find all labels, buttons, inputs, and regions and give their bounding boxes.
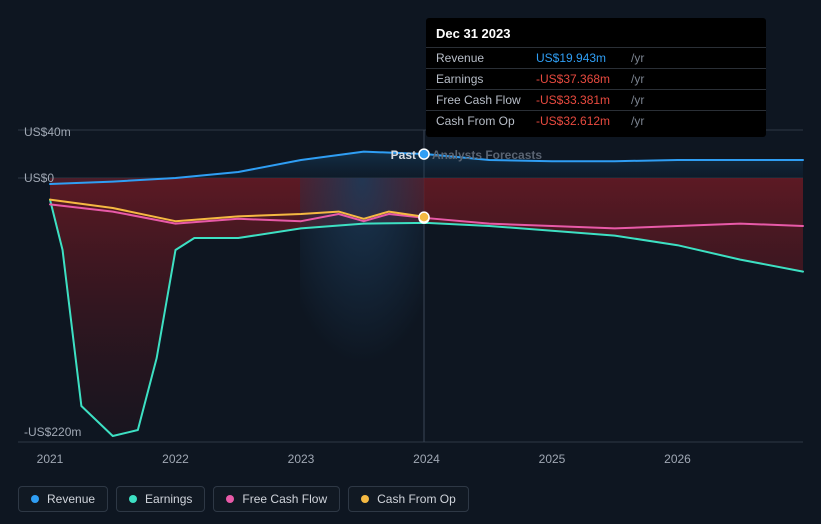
financial-chart: US$40m US$0 -US$220m 2021 2022 2023 2024 2025 2… — [0, 0, 821, 524]
tooltip-unit: /yr — [631, 93, 644, 107]
tooltip-row: RevenueUS$19.943m/yr — [426, 47, 766, 68]
tooltip-unit: /yr — [631, 51, 644, 65]
tooltip-label: Free Cash Flow — [436, 93, 536, 107]
legend-dot-icon — [31, 495, 39, 503]
tooltip-date: Dec 31 2023 — [426, 24, 766, 47]
x-axis-label: 2026 — [664, 452, 691, 466]
x-axis-label: 2022 — [162, 452, 189, 466]
tooltip-row: Earnings-US$37.368m/yr — [426, 68, 766, 89]
legend-label: Free Cash Flow — [242, 492, 327, 506]
tooltip-label: Cash From Op — [436, 114, 536, 128]
x-axis-label: 2021 — [37, 452, 64, 466]
x-axis-label: 2025 — [539, 452, 566, 466]
tooltip-value: -US$33.381m — [536, 93, 631, 107]
legend-dot-icon — [361, 495, 369, 503]
legend-label: Cash From Op — [377, 492, 456, 506]
legend-dot-icon — [129, 495, 137, 503]
tooltip-value: -US$32.612m — [536, 114, 631, 128]
y-axis-label: US$40m — [24, 125, 71, 139]
past-label: Past — [391, 148, 416, 162]
legend-item-fcf[interactable]: Free Cash Flow — [213, 486, 340, 512]
legend-label: Earnings — [145, 492, 192, 506]
forecast-label: Analysts Forecasts — [432, 148, 542, 162]
chart-legend: Revenue Earnings Free Cash Flow Cash From O… — [18, 486, 469, 512]
tooltip-row: Cash From Op-US$32.612m/yr — [426, 110, 766, 131]
legend-dot-icon — [226, 495, 234, 503]
legend-item-revenue[interactable]: Revenue — [18, 486, 108, 512]
tooltip-value: -US$37.368m — [536, 72, 631, 86]
tooltip-label: Earnings — [436, 72, 536, 86]
legend-item-earnings[interactable]: Earnings — [116, 486, 205, 512]
tooltip-value: US$19.943m — [536, 51, 631, 65]
x-axis-label: 2023 — [288, 452, 315, 466]
y-axis-label: US$0 — [24, 171, 54, 185]
x-axis-label: 2024 — [413, 452, 440, 466]
tooltip-unit: /yr — [631, 114, 644, 128]
y-axis-label: -US$220m — [24, 425, 81, 439]
tooltip-row: Free Cash Flow-US$33.381m/yr — [426, 89, 766, 110]
tooltip-unit: /yr — [631, 72, 644, 86]
legend-item-cfo[interactable]: Cash From Op — [348, 486, 469, 512]
chart-tooltip: Dec 31 2023 RevenueUS$19.943m/yrEarnings… — [426, 18, 766, 137]
legend-label: Revenue — [47, 492, 95, 506]
tooltip-label: Revenue — [436, 51, 536, 65]
